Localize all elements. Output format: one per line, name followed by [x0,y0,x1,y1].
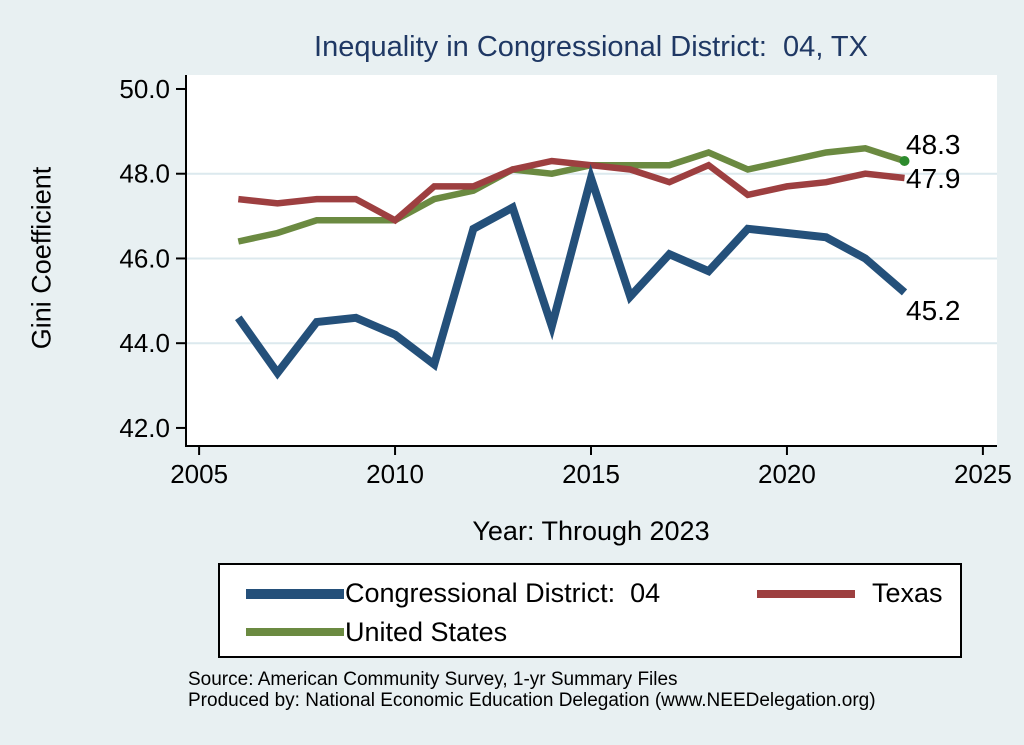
y-tick-label-42.0: 42.0 [119,413,170,443]
plot-region: 42.0 44.0 46.0 48.0 50.0 2005 2010 2015 2020 2025 [119,74,1011,489]
legend-box: Congressional District: 04 Texas United … [218,563,962,658]
x-tick-label-2010: 2010 [366,459,424,489]
legend-swatch-us [246,628,344,636]
x-tick-label-2015: 2015 [562,459,620,489]
source-note: Source: American Community Survey, 1-yr … [188,669,876,711]
plot-area: 42.0 44.0 46.0 48.0 50.0 2005 2010 2015 2020 2025 [119,74,1011,489]
series-line-1 [237,157,905,225]
y-tick-label-46.0: 46.0 [119,243,170,273]
y-tick-label-48.0: 48.0 [119,159,170,189]
y-tick-label-44.0: 44.0 [119,328,170,358]
end-marker-dot [899,156,910,166]
series-line-2 [237,144,906,245]
chart-title: Inequality in Congressional District: 04… [314,31,868,63]
x-tick-label-2025: 2025 [954,459,1012,489]
end-label-cd04: 45.2 [906,295,961,326]
end-label-us: 48.3 [906,129,961,160]
legend-label-texas: Texas [872,578,943,608]
end-label-texas: 47.9 [906,163,961,194]
source-line-1: Source: American Community Survey, 1-yr … [188,669,678,690]
legend-label-us: United States [345,617,508,647]
legend-swatch-texas [757,590,855,598]
series-line-0 [235,163,908,380]
source-line-2: Produced by: National Economic Education… [188,689,876,711]
x-tick-label-2005: 2005 [170,459,228,489]
y-tick-label-50.0: 50.0 [119,74,170,104]
legend-label-cd04: Congressional District: 04 [345,578,661,608]
x-tick-label-2020: 2020 [758,459,816,489]
y-axis-title: Gini Coefficient [26,166,57,350]
x-axis-title: Year: Through 2023 [472,516,710,546]
legend-swatch-cd04 [246,589,344,599]
